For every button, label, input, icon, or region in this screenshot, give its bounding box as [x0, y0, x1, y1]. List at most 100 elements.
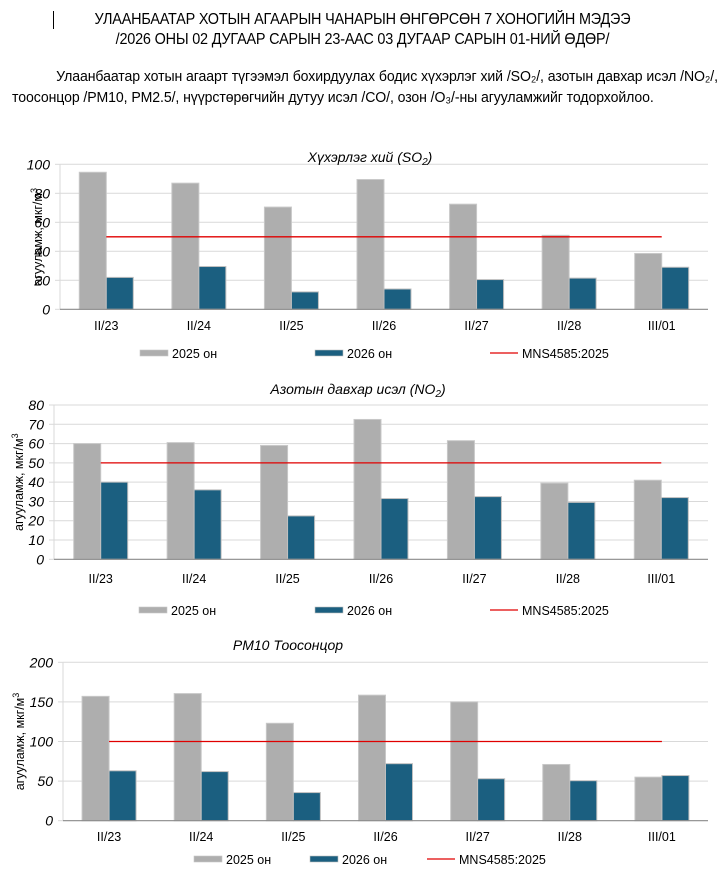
bar-2026-II-26: [380, 498, 409, 560]
x-tick-label: II/23: [89, 572, 113, 586]
bar-2026-II-23: [100, 481, 129, 560]
x-tick-label: II/25: [275, 572, 299, 586]
bar-2025-II-23: [73, 443, 102, 560]
y-tick-label: 40: [34, 243, 50, 259]
legend: 2025 он 2026 он MNS4585:2025: [193, 853, 546, 867]
bar-2025-II-26: [356, 179, 385, 310]
x-tick-label: II/25: [281, 830, 305, 844]
chart-title-subscript: 2: [434, 389, 441, 400]
y-axis-label: агууламж, мкг/м3: [11, 693, 27, 791]
chart-2: 0 50 100 150 200 II/23 II/24 II/25 II/26 II/27 II/…: [11, 637, 708, 867]
y-tick-label: 60: [34, 214, 50, 230]
y-tick-label: 50: [37, 773, 53, 789]
y-axis-label-superscript: 3: [10, 433, 20, 438]
bar-2026-II-27: [473, 496, 502, 560]
y-tick-label: 80: [34, 185, 50, 201]
y-tick-label: 100: [27, 156, 51, 172]
bar-2026-II-26: [385, 763, 413, 822]
text-cursor: [53, 11, 54, 29]
legend-label: MNS4585:2025: [522, 604, 609, 618]
y-tick-label: 200: [29, 654, 54, 670]
bar-2025-II-25: [263, 206, 292, 310]
y-tick-label: 100: [30, 734, 54, 750]
bar-2025-II-27: [446, 440, 475, 560]
legend-label: 2025 он: [172, 347, 217, 361]
y-tick-label: 20: [27, 513, 44, 529]
x-tick-label: II/26: [373, 830, 397, 844]
chart-title-subscript: 2: [421, 157, 428, 168]
y-tick-label: 0: [36, 551, 44, 567]
y-axis-label-superscript: 3: [11, 693, 21, 698]
x-tick-label: II/24: [189, 830, 213, 844]
x-tick-label: II/26: [372, 319, 396, 333]
bar-2025-II-24: [173, 693, 202, 822]
legend-swatch-2026: [309, 855, 339, 863]
chart-title-end: ): [439, 381, 446, 397]
bar-2025-II-28: [542, 763, 571, 822]
x-tick-label: II/28: [557, 319, 581, 333]
bar-2026-II-23: [108, 770, 137, 822]
legend-label: MNS4585:2025: [459, 853, 546, 867]
legend-swatch-2026: [314, 349, 344, 357]
bar-2025-II-25: [265, 722, 294, 822]
x-tick-label: III/01: [648, 830, 676, 844]
legend-label: 2026 он: [347, 604, 392, 618]
chart-title-text: PM10 Тоосонцор: [233, 637, 343, 653]
legend-label: MNS4585:2025: [522, 347, 609, 361]
bar-2025-III-01: [634, 252, 663, 310]
bar-2025-III-01: [634, 776, 663, 822]
bar-2026-II-27: [476, 279, 505, 310]
bar-2025-II-26: [353, 418, 382, 560]
bar-2026-II-26: [383, 288, 412, 310]
legend-label: 2026 он: [342, 853, 387, 867]
bar-2026-II-25: [290, 291, 319, 310]
bar-2025-II-23: [78, 171, 107, 310]
x-tick-label: III/01: [647, 572, 675, 586]
y-tick-label: 70: [28, 416, 44, 432]
chart-1: 0 10 20 30 40 50 60 70 80 II/23 II/24 II/25 II/26 II/…: [10, 381, 708, 618]
bar-2025-II-28: [541, 234, 570, 310]
legend-swatch-2025: [138, 606, 168, 614]
bar-2025-II-25: [260, 445, 289, 560]
legend-label: 2025 он: [171, 604, 216, 618]
y-axis-label: агууламж, мкг/м3: [29, 188, 45, 286]
bar-2026-II-23: [105, 276, 134, 310]
bar-2026-II-24: [200, 771, 229, 822]
legend-swatch-2025: [139, 349, 169, 357]
bar-2025-II-28: [540, 482, 569, 560]
y-tick-label: 0: [45, 813, 53, 829]
intro-paragraph: Улаанбаатар хотын агаарт түгээмэл бохирд…: [12, 68, 718, 106]
x-tick-label: II/28: [558, 830, 582, 844]
bar-2026-III-01: [660, 497, 689, 560]
bar-2025-II-24: [166, 442, 195, 560]
x-tick-label: II/27: [462, 572, 486, 586]
chart-title-text: Хүхэрлэг хий (SO: [307, 149, 423, 165]
bar-2026-II-25: [287, 515, 316, 560]
bar-2026-II-28: [567, 501, 596, 560]
bar-2025-III-01: [633, 479, 662, 560]
report-subtitle-date-range: /2026 ОНЫ 02 ДУГААР САРЫН 23-ААС 03 ДУГА…: [115, 31, 610, 48]
chart-title: PM10 Тоосонцор: [233, 637, 343, 653]
bar-2025-II-27: [450, 701, 479, 822]
y-axis-label-superscript: 3: [29, 188, 39, 193]
x-tick-label: II/23: [94, 319, 118, 333]
y-axis-label-text: агууламж, мкг/м: [31, 193, 45, 286]
y-tick-label: 10: [28, 532, 44, 548]
bar-2026-II-24: [198, 266, 227, 310]
y-axis-label: агууламж, мкг/м3: [10, 433, 26, 531]
y-tick-label: 40: [28, 474, 44, 490]
chart-title: Азотын давхар исэл (NO2): [269, 381, 445, 400]
chart-title-end: ): [426, 149, 433, 165]
bar-2025-II-26: [358, 694, 386, 822]
y-tick-label: 0: [42, 301, 50, 317]
y-tick-label: 60: [28, 436, 44, 452]
x-tick-label: II/26: [369, 572, 393, 586]
bar-2026-II-25: [292, 792, 321, 822]
bar-2025-II-23: [81, 695, 110, 822]
legend-swatch-2026: [314, 606, 344, 614]
bar-2025-II-27: [449, 203, 478, 310]
chart-0: 0 20 40 60 80 100 II/23 II/24 II/25 II/26 II/27 II/…: [27, 149, 708, 361]
bar-2026-II-27: [477, 778, 506, 822]
y-axis-label-text: агууламж, мкг/м: [12, 438, 26, 531]
